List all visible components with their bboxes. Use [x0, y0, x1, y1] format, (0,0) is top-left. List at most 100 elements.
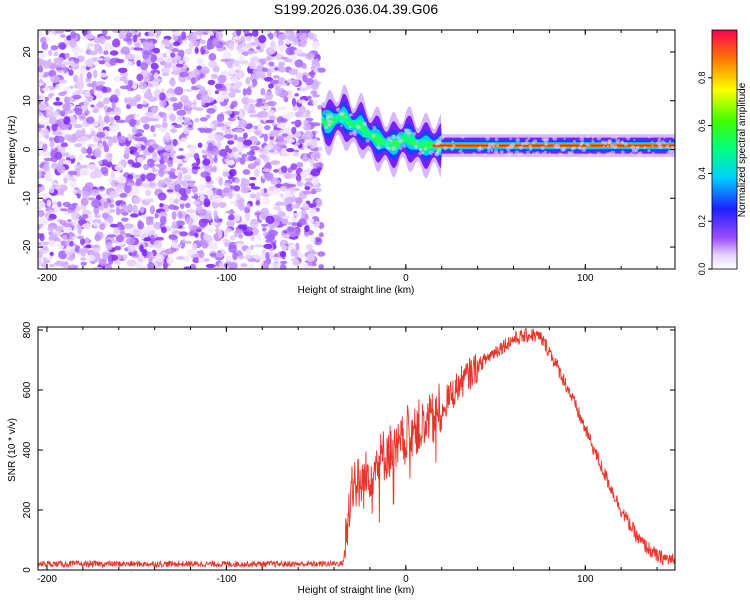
noise-blob	[180, 40, 189, 44]
noise-blob	[143, 123, 150, 130]
noise-blob	[48, 136, 55, 142]
noise-blob	[249, 244, 255, 250]
noise-blob	[115, 184, 124, 193]
noise-blob	[208, 96, 214, 103]
noise-blob	[95, 90, 104, 100]
noise-blob	[41, 128, 49, 136]
noise-blob	[140, 214, 147, 219]
noise-blob	[245, 35, 252, 42]
noise-blob	[147, 96, 157, 102]
noise-blob	[298, 218, 307, 226]
noise-blob	[284, 197, 294, 204]
noise-blob	[199, 86, 206, 95]
noise-blob	[270, 160, 280, 165]
noise-blob	[101, 86, 108, 94]
noise-blob	[224, 227, 232, 233]
track-halo	[518, 145, 524, 150]
noise-blob	[318, 232, 324, 238]
noise-blob	[146, 217, 154, 226]
noise-blob	[267, 109, 276, 117]
noise-blob	[183, 255, 190, 263]
noise-blob	[136, 156, 144, 163]
noise-blob	[272, 75, 280, 79]
noise-blob	[248, 61, 256, 70]
track-halo	[428, 151, 433, 155]
noise-blob	[205, 172, 211, 177]
noise-blob	[74, 143, 82, 148]
noise-blob	[162, 261, 168, 269]
noise-blob	[218, 177, 223, 186]
noise-blob	[171, 241, 179, 249]
noise-blob	[175, 193, 182, 198]
y-tick-label: 600	[22, 381, 33, 398]
noise-blob	[268, 132, 279, 137]
noise-blob	[127, 244, 136, 253]
noise-blob	[132, 34, 138, 43]
noise-blob	[145, 38, 153, 43]
noise-blob	[69, 40, 77, 48]
noise-blob	[209, 252, 218, 257]
noise-blob	[252, 79, 258, 87]
noise-blob	[280, 260, 288, 265]
noise-blob	[227, 140, 235, 145]
noise-blob	[222, 171, 231, 177]
track-halo	[580, 141, 584, 145]
noise-blob	[292, 105, 299, 112]
noise-blob	[281, 165, 288, 173]
track-halo	[541, 137, 546, 142]
noise-blob	[103, 201, 108, 209]
noise-blob	[192, 98, 197, 108]
noise-blob	[157, 57, 164, 63]
track-halo	[399, 146, 403, 150]
noise-blob	[224, 110, 233, 115]
track-halo	[479, 153, 482, 156]
noise-blob	[248, 264, 255, 269]
noise-blob	[222, 94, 229, 98]
noise-blob	[260, 88, 266, 96]
noise-blob	[228, 67, 236, 75]
noise-blob	[38, 124, 45, 129]
noise-blob	[279, 263, 287, 269]
noise-blob	[170, 52, 176, 58]
noise-blob	[200, 94, 211, 103]
noise-blob	[86, 72, 92, 79]
noise-blob	[72, 189, 78, 195]
track-halo	[349, 114, 352, 117]
noise-blob	[179, 71, 189, 78]
noise-blob	[124, 184, 132, 194]
track-halo	[485, 136, 490, 141]
noise-blob	[133, 143, 142, 148]
noise-blob	[252, 70, 262, 80]
x-tick-label: -200	[37, 574, 57, 585]
noise-blob	[43, 259, 51, 264]
noise-blob	[171, 31, 182, 36]
noise-blob	[38, 65, 44, 73]
noise-blob	[67, 204, 77, 210]
track-halo	[325, 126, 328, 129]
track-halo	[508, 153, 512, 157]
noise-blob	[93, 205, 100, 215]
noise-blob	[264, 149, 270, 155]
noise-blob	[241, 97, 251, 105]
noise-blob	[41, 192, 49, 200]
track-halo	[463, 153, 466, 156]
track-halo	[452, 144, 456, 148]
noise-blob	[70, 211, 80, 221]
noise-blob	[217, 122, 225, 128]
track-halo	[453, 153, 457, 157]
noise-blob	[195, 84, 202, 88]
noise-blob	[216, 188, 223, 197]
noise-blob	[192, 166, 201, 170]
noise-blob	[208, 60, 218, 69]
noise-blob	[58, 79, 68, 84]
noise-blob	[295, 242, 300, 252]
noise-blob	[236, 147, 245, 153]
noise-blob	[303, 120, 309, 125]
colorbar-tick-label: 0.4	[697, 167, 707, 180]
noise-blob	[78, 154, 84, 161]
track-halo	[572, 146, 577, 150]
noise-blob	[236, 242, 243, 248]
x-tick-label: 100	[577, 273, 594, 284]
noise-blob	[115, 58, 125, 64]
noise-blob	[246, 87, 252, 96]
